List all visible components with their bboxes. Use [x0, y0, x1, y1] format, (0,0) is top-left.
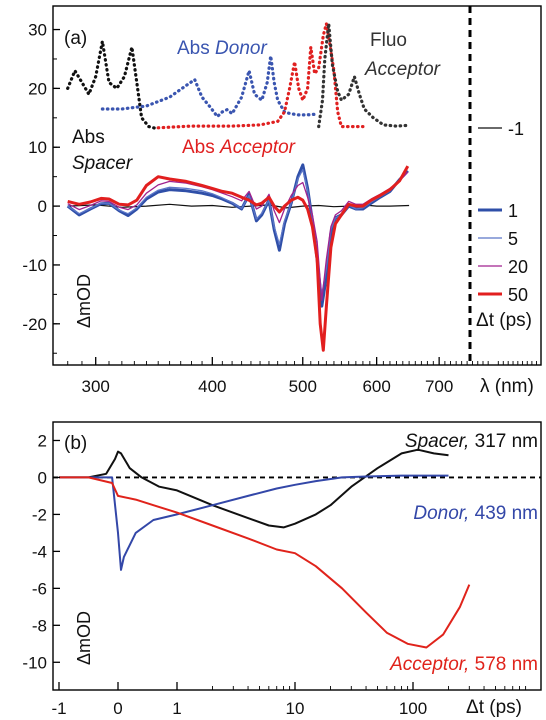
reference-spectrum-3: [317, 23, 408, 129]
legend-label-4: 50: [508, 285, 528, 305]
panel-b: 20-2-4-6-8-10-1 0 1 10 100 (b) Spacer, 317 n…: [22, 421, 542, 718]
panel-a-ylabel: ΔmOD: [74, 274, 94, 328]
panel-b-ylabel: ΔmOD: [74, 611, 94, 665]
x-tick-label-a-3: 600: [362, 377, 390, 396]
panel-a-legend: -1 1 5 20 50: [478, 119, 528, 305]
y-tick-label-b-4: -6: [32, 579, 47, 598]
legend-label-3: 20: [508, 257, 528, 277]
panel-a-reference-spectra: [66, 23, 408, 130]
panel-a-transient-spectra: [66, 163, 410, 352]
legend-title: Δt (ps): [476, 310, 532, 331]
annotation-fluo-acceptor: Acceptor: [364, 59, 441, 80]
annotation-abs-donor: Abs Donor: [177, 38, 267, 59]
x-tick-label-b-1: 0: [113, 699, 122, 718]
x-tick-label-b-0: -1: [51, 699, 66, 718]
annotation-abs-spacer-name: Spacer: [72, 153, 133, 174]
panel-b-ticks: 20-2-4-6-8-10-1 0 1 10 100: [22, 431, 527, 718]
x-tick-label-a-1: 400: [198, 377, 226, 396]
series-label-spacer: Spacer, 317 nm: [405, 431, 538, 452]
y-tick-label-b-3: -4: [32, 542, 47, 561]
legend-label-0: -1: [508, 119, 524, 139]
kinetic-trace-0: [59, 448, 449, 529]
panel-a-xlabel: λ (nm): [480, 376, 534, 397]
series-line-1: [66, 163, 409, 308]
series-line-3: [67, 171, 409, 301]
legend-label-2: 5: [508, 229, 518, 249]
panel-b-xlabel: Δt (ps): [466, 697, 522, 718]
panel-a: 30 20 10 0 -10 -20 300 400 500 600 700 -1 1 5 20 50 (a…: [22, 5, 542, 397]
annotation-abs-spacer: Abs: [72, 127, 105, 148]
kinetic-trace-1: [59, 474, 449, 571]
y-tick-label-a-5: -20: [22, 315, 47, 334]
panel-b-kinetic-traces: [59, 448, 471, 649]
panel-a-frame: [52, 5, 542, 366]
annotation-abs-acceptor: Abs Acceptor: [182, 137, 296, 158]
y-tick-label-a-0: 30: [28, 21, 47, 40]
series-line-2: [67, 168, 409, 296]
y-tick-label-a-3: 0: [38, 197, 47, 216]
panel-b-frame: [52, 421, 542, 691]
x-tick-label-b-3: 10: [286, 699, 305, 718]
series-label-donor: Donor, 439 nm: [413, 503, 538, 524]
series-line-4: [67, 165, 410, 352]
x-tick-label-b-2: 1: [172, 699, 181, 718]
x-tick-label-a-2: 500: [289, 377, 317, 396]
y-tick-label-b-1: 0: [38, 468, 47, 487]
x-tick-label-b-4: 100: [399, 699, 427, 718]
reference-spectrum-0: [66, 41, 158, 130]
x-tick-label-a-0: 300: [82, 377, 110, 396]
x-tick-label-a-4: 700: [425, 377, 453, 396]
panel-a-label: (a): [64, 28, 87, 49]
annotation-fluo: Fluo: [370, 30, 407, 51]
reference-spectrum-2: [156, 23, 365, 130]
y-tick-label-b-2: -2: [32, 505, 47, 524]
y-tick-label-a-4: -10: [22, 256, 47, 275]
y-tick-label-b-0: 2: [38, 431, 47, 450]
kinetic-trace-2: [59, 476, 471, 649]
y-tick-label-b-5: -8: [32, 616, 47, 635]
legend-label-1: 1: [508, 201, 518, 221]
y-tick-label-a-1: 20: [28, 79, 47, 98]
panel-b-label: (b): [64, 433, 87, 454]
panel-a-ticks: 30 20 10 0 -10 -20 300 400 500 600 700: [22, 21, 537, 396]
y-tick-label-b-6: -10: [22, 653, 47, 672]
y-tick-label-a-2: 10: [28, 138, 47, 157]
series-label-acceptor: Acceptor, 578 nm: [389, 654, 538, 675]
